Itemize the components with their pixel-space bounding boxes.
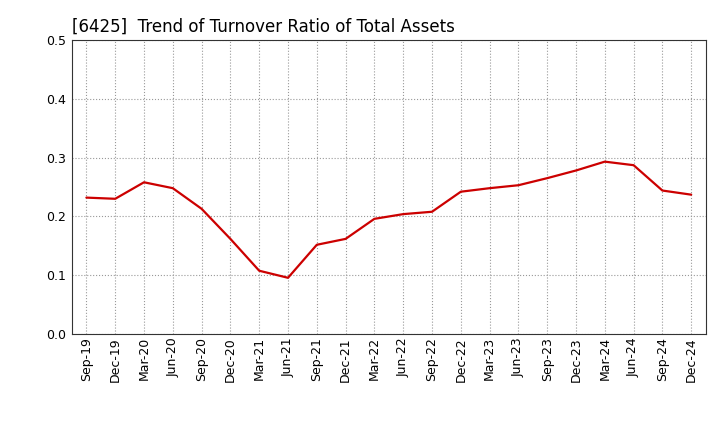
- Text: [6425]  Trend of Turnover Ratio of Total Assets: [6425] Trend of Turnover Ratio of Total …: [72, 17, 455, 35]
